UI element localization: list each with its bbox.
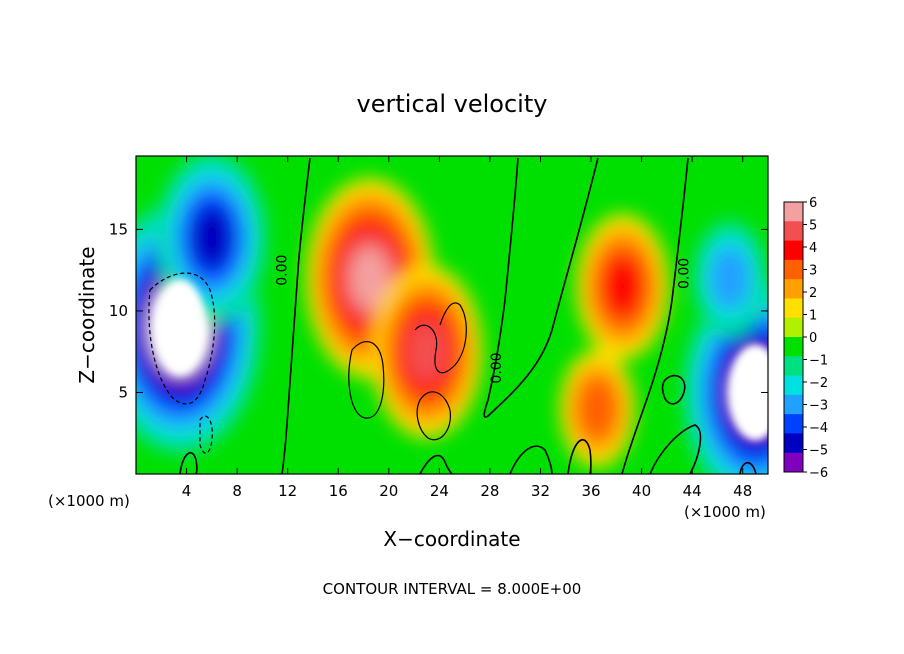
contour-interval-note: CONTOUR INTERVAL = 8.000E+00 <box>323 580 582 598</box>
colorbar-swatch <box>784 337 803 357</box>
colorbar-tick-label: −2 <box>809 376 828 391</box>
x-unit-left: (×1000 m) <box>48 492 130 510</box>
colorbar-tick-label: 4 <box>809 241 817 256</box>
colorbar-tick-label: −4 <box>809 421 828 436</box>
x-tick-label: 28 <box>480 482 499 500</box>
colorbar-swatch <box>784 298 803 319</box>
zero-contour-line <box>649 424 702 474</box>
velocity-core <box>729 344 768 441</box>
colorbar-swatch <box>784 221 803 242</box>
zero-contours <box>148 157 757 474</box>
colorbar-tick-label: −6 <box>809 466 828 481</box>
colorbar-swatch <box>784 317 803 338</box>
colorbar-swatch <box>784 279 803 299</box>
x-tick-label: 32 <box>531 482 550 500</box>
colorbar-tick-label: 1 <box>809 309 817 324</box>
colorbar-swatch <box>784 202 803 222</box>
velocity-cell <box>577 377 618 441</box>
velocity-cell <box>349 247 390 310</box>
negative-contour-line <box>199 415 213 454</box>
zero-contour-line <box>567 438 592 474</box>
colorbar-swatch <box>784 394 803 415</box>
colorbar-tick-label: 0 <box>809 331 817 346</box>
y-tick-label: 10 <box>109 302 128 320</box>
velocity-cell <box>191 206 232 269</box>
colorbar-tick-label: −3 <box>809 399 828 414</box>
contour-label: 0.00 <box>676 258 692 289</box>
contour-label: 0.00 <box>274 255 290 286</box>
velocity-cell <box>602 255 643 318</box>
x-unit-right: (×1000 m) <box>684 503 766 521</box>
zero-contour-line <box>483 157 599 418</box>
velocity-field <box>136 156 768 474</box>
zero-contour-line <box>661 374 686 405</box>
chart-title: vertical velocity <box>357 90 548 118</box>
zero-contour-line <box>179 452 198 474</box>
colorbar-tick-label: −5 <box>809 444 828 459</box>
zero-contour-line <box>281 157 311 474</box>
plot-frame <box>135 155 769 475</box>
x-tick-label: 36 <box>581 482 600 500</box>
colorbar-swatch <box>784 414 803 434</box>
colorbar-tick-label: 3 <box>809 264 817 279</box>
y-axis-label: Z−coordinate <box>75 246 99 383</box>
x-tick-label: 8 <box>232 482 242 500</box>
velocity-cell <box>406 320 447 383</box>
x-tick-label: 48 <box>733 482 752 500</box>
y-tick-label: 5 <box>118 383 128 401</box>
colorbar-tick-label: −1 <box>809 354 828 369</box>
zero-contour-line <box>419 454 453 474</box>
colorbar-tick-label: 6 <box>809 196 817 211</box>
x-tick-label: 12 <box>278 482 297 500</box>
y-tick-label: 15 <box>109 220 128 238</box>
colorbar: 6 5 4 3 2 1 0 −1 −2 −3 −4 −5 −6 <box>783 196 828 481</box>
positive-contour-line <box>414 302 467 374</box>
colorbar-swatch <box>784 433 803 454</box>
plot-area <box>136 156 768 474</box>
colorbar-swatch <box>784 240 803 261</box>
x-axis-ticks: 4 8 12 16 20 24 28 32 36 40 44 48 <box>182 156 752 500</box>
positive-contour-line <box>416 391 452 441</box>
colorbar-swatch <box>784 259 803 280</box>
velocity-core <box>154 279 207 376</box>
velocity-cell <box>710 247 751 310</box>
zero-contour-line <box>509 445 553 474</box>
velocity-cores <box>154 279 768 441</box>
x-tick-label: 16 <box>329 482 348 500</box>
negative-contour-line <box>148 272 216 405</box>
colorbar-swatch <box>784 375 803 396</box>
colorbar-swatch <box>784 356 803 377</box>
colorbar-tick-label: 2 <box>809 286 817 301</box>
contour-labels: 0.00 0.00 0.00 <box>274 255 692 384</box>
positive-contour-line <box>348 340 385 419</box>
x-tick-label: 20 <box>379 482 398 500</box>
x-tick-label: 40 <box>632 482 651 500</box>
x-tick-label: 44 <box>683 482 702 500</box>
zero-contour-line <box>739 461 757 474</box>
colorbar-tick-label: 5 <box>809 219 817 234</box>
x-axis-label: X−coordinate <box>383 527 520 551</box>
colorbar-swatch <box>784 452 803 473</box>
y-axis-ticks: 5 10 15 <box>109 220 768 401</box>
x-tick-label: 24 <box>430 482 449 500</box>
x-tick-label: 4 <box>182 482 192 500</box>
zero-contour-line <box>621 157 689 474</box>
contour-label: 0.00 <box>489 352 505 383</box>
